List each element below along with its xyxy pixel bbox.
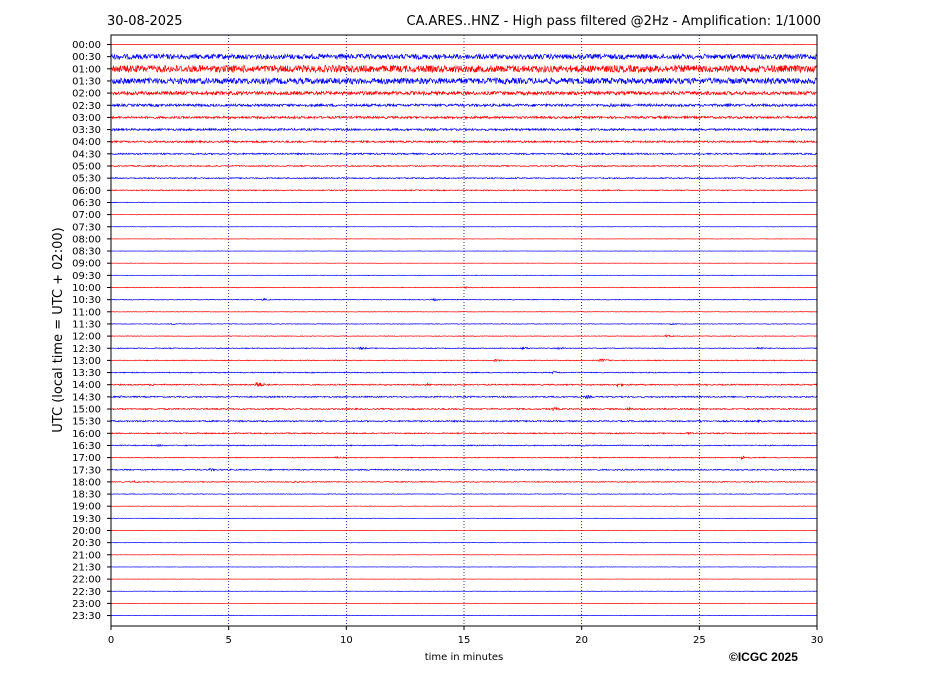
trace-row-1500 <box>110 406 818 412</box>
x-axis-label: time in minutes <box>425 652 504 663</box>
row-label: 13:30 <box>72 368 101 379</box>
trace-row-1600 <box>110 431 818 436</box>
trace-row-1400 <box>110 382 818 388</box>
trace-row-1700 <box>110 455 818 461</box>
trace-row-0300 <box>110 115 818 120</box>
trace-row-1630 <box>110 443 818 448</box>
row-label: 23:00 <box>72 599 101 610</box>
trace-row-0530 <box>110 176 818 180</box>
row-label: 19:00 <box>72 502 101 513</box>
trace-row-1300 <box>110 358 818 363</box>
trace-row-1100 <box>110 311 818 313</box>
copyright-label: ©ICGC 2025 <box>729 650 798 664</box>
trace-row-1530 <box>110 419 818 424</box>
row-label: 21:00 <box>72 550 101 561</box>
x-tick-label: 5 <box>225 635 231 646</box>
trace-row-1800 <box>110 479 818 484</box>
trace-row-1730 <box>110 467 818 472</box>
trace-row-1330 <box>110 371 818 375</box>
x-tick-label: 10 <box>340 635 353 646</box>
trace-row-1200 <box>110 333 818 338</box>
row-label: 12:30 <box>72 344 101 355</box>
row-label: 07:30 <box>72 222 101 233</box>
row-label: 11:00 <box>72 307 101 318</box>
y-axis-label: UTC (local time = UTC + 02:00) <box>51 227 66 432</box>
trace-row-0230 <box>110 102 818 108</box>
row-label: 06:30 <box>72 198 101 209</box>
row-label: 01:30 <box>72 76 101 87</box>
row-label: 08:30 <box>72 247 101 258</box>
row-label: 10:00 <box>72 283 101 294</box>
row-label: 10:30 <box>72 295 101 306</box>
trace-row-1430 <box>110 394 818 400</box>
row-label: 04:30 <box>72 149 101 160</box>
row-label: 16:30 <box>72 441 101 452</box>
row-label: 22:30 <box>72 587 101 598</box>
row-label: 09:00 <box>72 259 101 270</box>
trace-row-0130 <box>110 76 818 86</box>
row-label: 15:30 <box>72 417 101 428</box>
x-axis-ticks: 0 5 10 15 20 25 30 <box>108 626 824 646</box>
row-label: 07:00 <box>72 210 101 221</box>
trace-row-0030 <box>110 52 818 61</box>
row-label: 09:30 <box>72 271 101 282</box>
row-label: 20:30 <box>72 538 101 549</box>
row-label: 03:00 <box>72 113 101 124</box>
row-label: 15:00 <box>72 405 101 416</box>
date-label: 30-08-2025 <box>107 14 183 29</box>
row-label: 04:00 <box>72 137 101 148</box>
row-label: 13:00 <box>72 356 101 367</box>
trace-row-0500 <box>110 164 818 168</box>
row-label: 17:00 <box>72 453 101 464</box>
trace-row-1000 <box>110 286 818 290</box>
row-label: 11:30 <box>72 319 101 330</box>
row-label: 08:00 <box>72 234 101 245</box>
row-label: 01:00 <box>72 64 101 75</box>
row-label: 05:00 <box>72 162 101 173</box>
trace-row-1230 <box>110 346 818 351</box>
seismic-traces <box>110 43 818 617</box>
row-label: 12:00 <box>72 332 101 343</box>
x-tick-label: 15 <box>458 635 471 646</box>
row-label: 21:30 <box>72 562 101 573</box>
trace-row-0430 <box>110 152 818 156</box>
row-label: 14:00 <box>72 380 101 391</box>
row-label: 06:00 <box>72 186 101 197</box>
trace-row-0400 <box>110 139 818 144</box>
x-tick-label: 25 <box>693 635 706 646</box>
row-label: 19:30 <box>72 514 101 525</box>
row-label: 02:30 <box>72 101 101 112</box>
row-label: 00:30 <box>72 52 101 63</box>
trace-row-0100 <box>110 64 818 74</box>
trace-row-1030 <box>110 297 818 302</box>
trace-row-1130 <box>110 322 818 326</box>
chart-title: CA.ARES..HNZ - High pass filtered @2Hz -… <box>407 14 821 29</box>
row-label: 14:30 <box>72 392 101 403</box>
x-tick-label: 0 <box>108 635 114 646</box>
row-label: 05:30 <box>72 174 101 185</box>
trace-row-0000 <box>111 43 817 46</box>
x-tick-label: 20 <box>575 635 588 646</box>
row-label: 00:00 <box>72 40 101 51</box>
x-tick-label: 30 <box>811 635 824 646</box>
plot-frame <box>110 34 818 627</box>
trace-row-0630 <box>110 201 818 204</box>
row-label: 16:00 <box>72 429 101 440</box>
row-label: 23:30 <box>72 611 101 622</box>
trace-row-0330 <box>110 127 818 132</box>
row-label: 22:00 <box>72 575 101 586</box>
row-label: 18:00 <box>72 477 101 488</box>
row-label: 02:00 <box>72 89 101 100</box>
row-label: 20:00 <box>72 526 101 537</box>
row-label: 18:30 <box>72 490 101 501</box>
row-label: 03:30 <box>72 125 101 136</box>
trace-row-0200 <box>110 90 818 97</box>
trace-row-1830 <box>110 493 818 495</box>
trace-row-0600 <box>110 189 818 192</box>
row-label: 17:30 <box>72 465 101 476</box>
minute-gridlines <box>228 35 700 626</box>
